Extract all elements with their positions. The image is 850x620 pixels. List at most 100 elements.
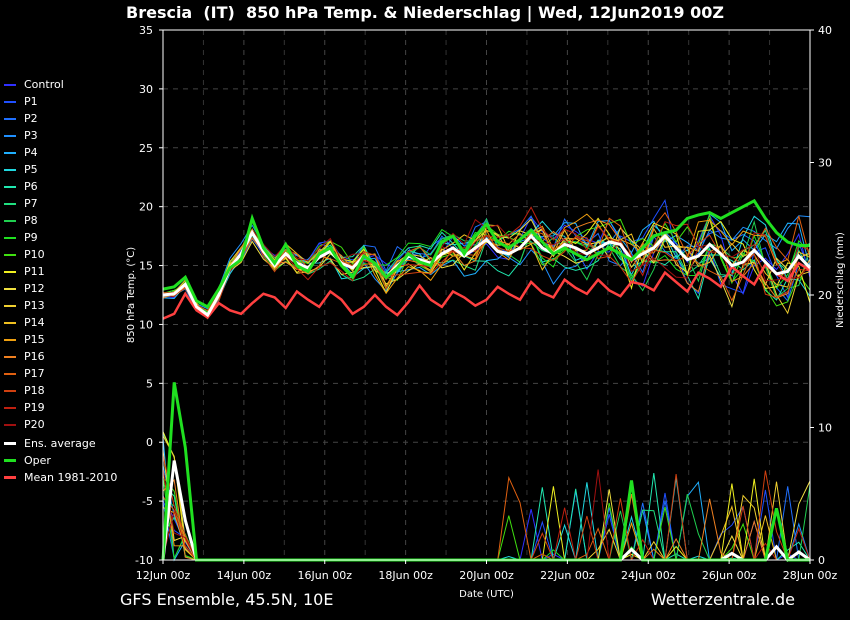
legend-label: P16 (24, 350, 45, 363)
legend-item: P19 (4, 399, 124, 416)
series-p10-precip (162, 476, 810, 561)
legend-item: P5 (4, 161, 124, 178)
legend-label: P19 (24, 401, 45, 414)
legend-swatch (4, 372, 16, 375)
legend-item: P20 (4, 416, 124, 433)
series-oper-temp (162, 198, 810, 309)
legend-label: P12 (24, 282, 45, 295)
y-right-tick-label: 10 (818, 422, 832, 435)
legend-item: Ens. average (4, 435, 124, 452)
legend-item: P3 (4, 127, 124, 144)
legend-label: P15 (24, 333, 45, 346)
legend-swatch (4, 321, 16, 324)
x-tick-label: 26Jun 00z (702, 569, 757, 582)
legend-item: P2 (4, 110, 124, 127)
legend-label: P4 (24, 146, 38, 159)
y-tick-label: 15 (139, 260, 153, 273)
x-tick-label: 18Jun 00z (378, 569, 433, 582)
legend-item: P15 (4, 331, 124, 348)
legend-label: Ens. average (24, 437, 96, 450)
legend-swatch (4, 134, 16, 137)
legend-label: P11 (24, 265, 45, 278)
legend-label: P5 (24, 163, 38, 176)
legend-swatch (4, 202, 16, 205)
legend-item: P4 (4, 144, 124, 161)
legend-label: P14 (24, 316, 45, 329)
x-tick-label: 16Jun 00z (298, 569, 353, 582)
legend-item: P14 (4, 314, 124, 331)
series-p20-temp (162, 218, 811, 318)
legend-item: P10 (4, 246, 124, 263)
legend-label: P8 (24, 214, 38, 227)
site-credit: Wetterzentrale.de (650, 590, 795, 609)
series-p15-temp (162, 213, 811, 318)
legend-item: P9 (4, 229, 124, 246)
legend-swatch (4, 100, 16, 103)
x-tick-label: 14Jun 00z (217, 569, 272, 582)
legend-label: P18 (24, 384, 45, 397)
model-info: GFS Ensemble, 45.5N, 10E (120, 590, 334, 609)
y-tick-label: 10 (139, 318, 153, 331)
y-tick-label: -5 (142, 495, 153, 508)
legend-label: P9 (24, 231, 38, 244)
legend-swatch (4, 406, 16, 409)
legend-label: Mean 1981-2010 (24, 471, 118, 484)
legend-label: P7 (24, 197, 38, 210)
legend-item: Mean 1981-2010 (4, 469, 124, 486)
y-right-axis-label: Niederschlag (mm) (835, 232, 846, 328)
series-ens-average-temp (162, 229, 812, 318)
legend-swatch (4, 287, 16, 290)
y-tick-label: -10 (135, 554, 153, 567)
series-mean-1981-2010 (162, 261, 811, 320)
legend-item: P16 (4, 348, 124, 365)
x-tick-label: 24Jun 00z (621, 569, 676, 582)
legend-item: P7 (4, 195, 124, 212)
chart-title: Brescia (IT) 850 hPa Temp. & Niederschla… (126, 3, 724, 22)
legend-swatch (4, 304, 16, 307)
legend-swatch (4, 270, 16, 273)
legend-swatch (4, 442, 16, 445)
legend-label: P1 (24, 95, 38, 108)
legend-label: Control (24, 78, 64, 91)
legend-swatch (4, 253, 16, 256)
legend-label: P6 (24, 180, 38, 193)
legend-label: P20 (24, 418, 45, 431)
legend-label: P13 (24, 299, 45, 312)
legend: Control P1 P2 P3 P4 P5 P6 P7 P8 P9 P10 P11 P12 P13 P14… (4, 76, 124, 486)
y-axis-label: 850 hPa Temp. (°C) (126, 247, 137, 343)
legend-label: Oper (24, 454, 51, 467)
legend-item: P12 (4, 280, 124, 297)
y-tick-label: 25 (139, 142, 153, 155)
y-right-tick-label: 30 (818, 157, 832, 170)
y-tick-label: 35 (139, 24, 153, 37)
legend-label: P3 (24, 129, 38, 142)
legend-item: P8 (4, 212, 124, 229)
legend-swatch (4, 459, 16, 462)
x-tick-label: 28Jun 00z (783, 569, 838, 582)
legend-item: P6 (4, 178, 124, 195)
legend-swatch (4, 83, 16, 86)
legend-item: P18 (4, 382, 124, 399)
legend-swatch (4, 389, 16, 392)
x-tick-label: 12Jun 00z (136, 569, 191, 582)
legend-swatch (4, 151, 16, 154)
legend-label: P2 (24, 112, 38, 125)
legend-item: Oper (4, 452, 124, 469)
y-right-tick-label: 20 (818, 289, 832, 302)
y-tick-label: 20 (139, 201, 153, 214)
legend-swatch (4, 476, 16, 479)
legend-swatch (4, 423, 16, 426)
legend-swatch (4, 168, 16, 171)
legend-swatch (4, 185, 16, 188)
legend-swatch (4, 236, 16, 239)
legend-swatch (4, 338, 16, 341)
legend-swatch (4, 117, 16, 120)
legend-swatch (4, 219, 16, 222)
x-tick-label: 20Jun 00z (459, 569, 514, 582)
legend-item: P11 (4, 263, 124, 280)
legend-swatch (4, 355, 16, 358)
y-tick-label: 5 (146, 377, 153, 390)
legend-label: P17 (24, 367, 45, 380)
legend-item: P1 (4, 93, 124, 110)
